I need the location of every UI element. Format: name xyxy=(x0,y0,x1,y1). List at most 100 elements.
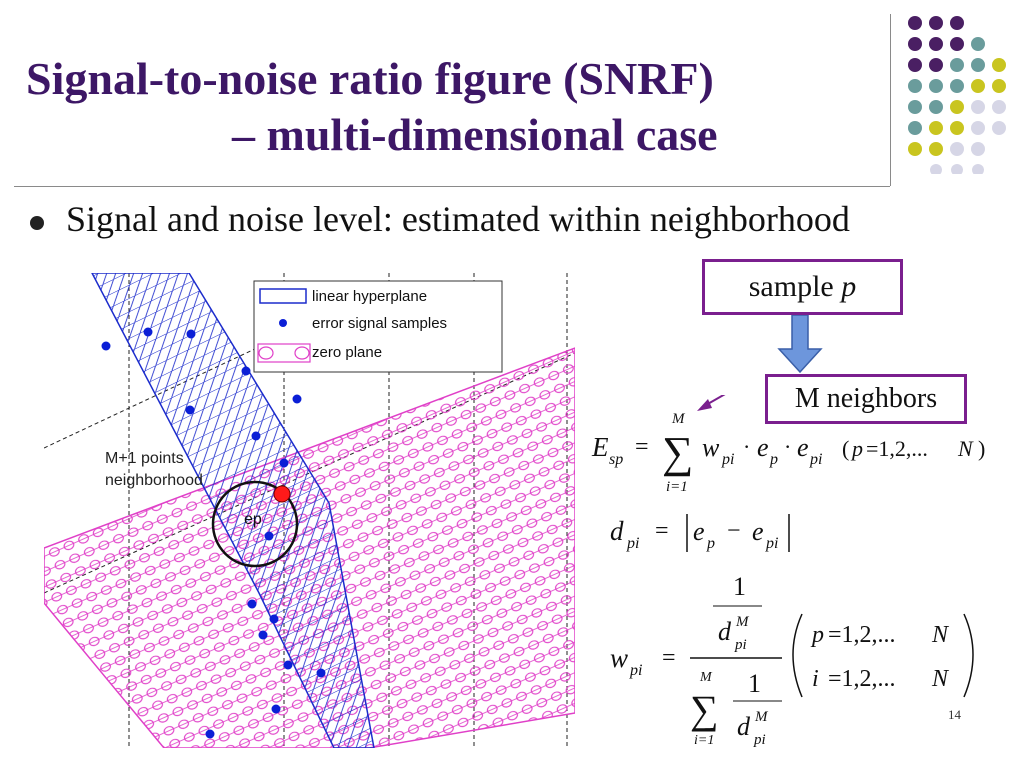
E-range-close: ) xyxy=(978,436,985,461)
E-sum-lower: i=1 xyxy=(666,479,688,495)
cond1-var: p xyxy=(810,622,824,648)
sample-point xyxy=(205,729,215,739)
dot xyxy=(950,142,964,156)
down-arrow-icon xyxy=(777,315,823,373)
cond1-N: N xyxy=(931,622,950,648)
equation-d-pi: d pi = e p − e pi xyxy=(610,514,790,552)
w-num-d: d xyxy=(718,617,732,646)
sample-point xyxy=(264,531,274,541)
title-divider-vertical xyxy=(890,14,891,186)
dot xyxy=(992,121,1006,135)
E-e-pi-sub: pi xyxy=(809,451,822,468)
E-e-pi: e xyxy=(797,433,809,462)
sum-symbol-icon: ∑ xyxy=(690,687,719,732)
dot xyxy=(908,16,922,30)
E-lhs: E xyxy=(591,432,609,462)
paren-left xyxy=(792,613,803,698)
cond1-rest: =1,2,... xyxy=(828,622,896,648)
sample-point xyxy=(292,394,302,404)
linear-hyperplane xyxy=(91,273,375,748)
E-w-sub: pi xyxy=(721,451,734,468)
dot xyxy=(908,121,922,135)
w-sum-upper: M xyxy=(699,670,713,685)
dot xyxy=(950,100,964,114)
cond2-N: N xyxy=(931,666,950,692)
w-num-one: 1 xyxy=(733,572,746,601)
paren-right xyxy=(963,613,974,698)
sample-point xyxy=(247,599,257,609)
E-sum-upper: M xyxy=(671,411,686,427)
sample-point xyxy=(241,366,251,376)
ep-label: ep xyxy=(244,511,262,528)
d-e-pi: e xyxy=(752,517,764,546)
legend-swatch-samples-icon xyxy=(279,319,287,327)
w-num-d-sub: pi xyxy=(734,637,747,653)
sample-point xyxy=(269,614,279,624)
E-equals: = xyxy=(635,434,649,460)
equation-E-sp: E sp = ∑ M i=1 w pi · e p · e pi ( p =1,… xyxy=(591,411,985,495)
dot xyxy=(908,142,922,156)
sample-point xyxy=(283,660,293,670)
sample-point xyxy=(101,341,111,351)
legend-label-zero: zero plane xyxy=(312,344,382,361)
dot xyxy=(908,79,922,93)
legend: linear hyperplane error signal samples z… xyxy=(253,280,503,373)
dot xyxy=(971,100,985,114)
title-divider-horizontal xyxy=(14,186,890,187)
sample-point xyxy=(316,668,326,678)
d-lhs-sub: pi xyxy=(626,535,639,552)
legend-swatch-hyperplane-icon xyxy=(259,288,307,304)
d-e-pi-sub: pi xyxy=(765,535,778,552)
dot xyxy=(971,142,985,156)
equation-w-pi: w pi = 1 d M pi ∑ M i=1 1 d M pi p =1,2,… xyxy=(610,572,974,748)
sample-point xyxy=(186,329,196,339)
E-range-open: ( xyxy=(842,436,849,461)
dot-operator-icon: · xyxy=(743,434,750,459)
dot xyxy=(908,58,922,72)
m-neighbors-callout: M neighbors xyxy=(765,374,967,424)
d-equals: = xyxy=(655,518,669,544)
E-range-N: N xyxy=(957,436,974,461)
sample-point xyxy=(271,704,281,714)
dot xyxy=(992,100,1006,114)
dot xyxy=(971,79,985,93)
dot xyxy=(951,164,963,174)
annotation-line-1: M+1 points xyxy=(105,450,184,467)
sample-point xyxy=(258,630,268,640)
w-den-d-sup: M xyxy=(754,709,769,725)
dot-operator-icon: · xyxy=(784,434,791,459)
snrf-3d-figure: ep M+1 points neighborhood linear hyperp… xyxy=(44,273,575,748)
w-equals: = xyxy=(662,645,676,671)
page-number: 14 xyxy=(948,707,961,722)
dot xyxy=(929,16,943,30)
bullet-text: Signal and noise level: estimated within… xyxy=(66,199,850,239)
w-sum-lower: i=1 xyxy=(694,733,714,748)
callout-pointer-head xyxy=(697,399,712,411)
cond2-var: i xyxy=(812,666,819,692)
E-range-var: p xyxy=(850,436,863,461)
slide-title-line-1: Signal-to-noise ratio figure (SNRF) xyxy=(26,53,714,104)
d-e-p-sub: p xyxy=(706,535,715,552)
cond2-rest: =1,2,... xyxy=(828,666,896,692)
dot xyxy=(950,37,964,51)
dot xyxy=(992,79,1006,93)
dot xyxy=(930,164,942,174)
dot xyxy=(950,16,964,30)
dot xyxy=(950,58,964,72)
sum-symbol-icon: ∑ xyxy=(662,428,693,477)
dot xyxy=(971,121,985,135)
w-lhs: w xyxy=(610,643,628,673)
dot xyxy=(929,121,943,135)
sample-point xyxy=(185,405,195,415)
dot xyxy=(929,79,943,93)
E-e-p-sub: p xyxy=(769,451,778,468)
dot xyxy=(992,58,1006,72)
d-lhs: d xyxy=(610,516,624,546)
sample-callout-var: p xyxy=(841,270,857,303)
slide-title-line-2: – multi-dimensional case xyxy=(232,109,718,160)
E-range-vals: =1,2,... xyxy=(866,436,928,461)
sample-point xyxy=(143,327,153,337)
w-num-d-sup: M xyxy=(735,614,750,630)
dot xyxy=(950,79,964,93)
sample-point xyxy=(279,458,289,468)
